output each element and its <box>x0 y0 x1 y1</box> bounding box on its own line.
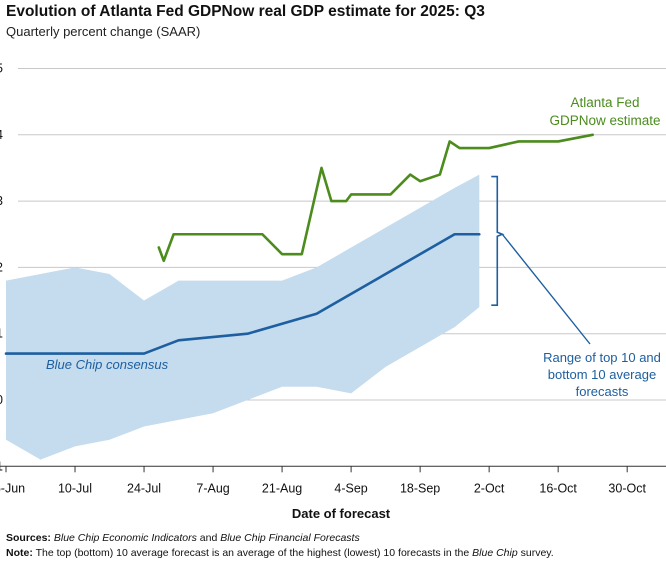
gdpnow-label-line1: Atlanta Fed <box>570 95 639 110</box>
y-tick-label: 1 <box>0 327 3 341</box>
note-italic: Blue Chip <box>472 547 518 559</box>
x-tick-label: 10-Jul <box>58 481 92 495</box>
source-1: Blue Chip Economic Indicators <box>53 532 197 544</box>
x-tick-label: 26-Jun <box>0 481 25 495</box>
sources-line: Sources: Blue Chip Economic Indicators a… <box>6 531 554 546</box>
sources-and: and <box>196 532 221 544</box>
y-tick-label: 3 <box>0 194 3 208</box>
note-label: Note: <box>6 547 33 559</box>
source-2: Blue Chip Financial Forecasts <box>220 532 360 544</box>
axes: 543210-126-Jun10-Jul24-Jul7-Aug21-Aug4-S… <box>0 62 666 521</box>
x-tick-label: 18-Sep <box>400 481 440 495</box>
x-tick-label: 30-Oct <box>608 481 646 495</box>
x-axis-label: Date of forecast <box>292 506 391 521</box>
y-tick-label: 4 <box>0 128 3 142</box>
series-lines <box>4 133 594 355</box>
x-tick-label: 21-Aug <box>262 481 302 495</box>
x-tick-label: 4-Sep <box>334 481 367 495</box>
bluechip-label: Blue Chip consensus <box>46 357 169 372</box>
range-bracket <box>491 175 505 306</box>
y-tick-label: 0 <box>0 393 3 407</box>
range-label-line2: bottom 10 average <box>548 367 656 382</box>
forecast-range-band <box>6 174 480 460</box>
note-text-2: survey. <box>517 547 554 559</box>
range-label-line3: forecasts <box>576 384 629 399</box>
note-text-1: The top (bottom) 10 average forecast is … <box>32 547 473 559</box>
y-tick-label: 5 <box>0 62 3 76</box>
chart-subtitle: Quarterly percent change (SAAR) <box>6 24 201 39</box>
chart-title: Evolution of Atlanta Fed GDPNow real GDP… <box>6 3 485 20</box>
gdpnow-chart: 543210-126-Jun10-Jul24-Jul7-Aug21-Aug4-S… <box>0 62 666 521</box>
gdpnow-label-line2: GDPNow estimate <box>549 113 660 128</box>
x-tick-label: 24-Jul <box>127 481 161 495</box>
x-tick-label: 2-Oct <box>474 481 505 495</box>
sources-label: Sources: <box>6 532 51 544</box>
annotations: Atlanta Fed GDPNow estimate Blue Chip cons… <box>46 95 661 399</box>
forecast-range-band-layer <box>6 174 480 460</box>
bluechip-series-line <box>4 232 481 355</box>
footnotes: Sources: Blue Chip Economic Indicators a… <box>6 531 554 561</box>
x-tick-label: 16-Oct <box>539 481 577 495</box>
note-line: Note: The top (bottom) 10 average foreca… <box>6 546 554 561</box>
gdpnow-series-line <box>157 133 594 263</box>
range-label-line1: Range of top 10 and <box>543 350 661 365</box>
x-tick-label: 7-Aug <box>196 481 229 495</box>
y-tick-label: 2 <box>0 260 3 274</box>
range-leader-line <box>501 233 591 345</box>
